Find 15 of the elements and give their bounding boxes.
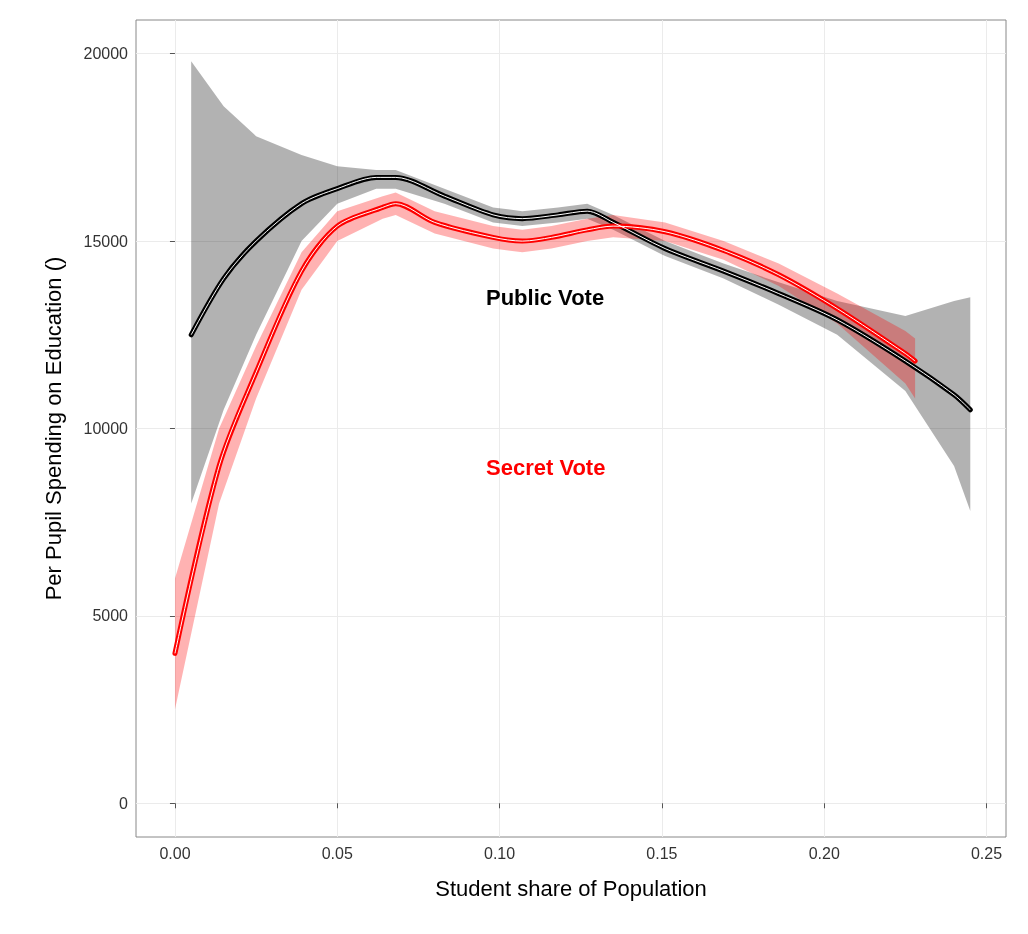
y-axis-title: Per Pupil Spending on Education () xyxy=(40,256,66,601)
x-axis-title: Student share of Population xyxy=(435,875,707,901)
x-tick-label: 0.15 xyxy=(646,844,678,862)
text: Public Vote xyxy=(486,284,605,310)
y-tick-label: 20000 xyxy=(83,45,129,63)
y-tick-label: 0 xyxy=(119,794,129,812)
x-tick-label: 0.05 xyxy=(321,844,353,862)
y-tick-label: 15000 xyxy=(83,232,129,250)
y-tick-label: 10000 xyxy=(83,420,129,437)
text: Secret Vote xyxy=(486,454,606,480)
x-tick-label: 0.00 xyxy=(159,844,191,862)
x-tick-label: 0.10 xyxy=(484,844,516,862)
x-tick-label: 0.20 xyxy=(808,844,840,862)
y-tick-label: 5000 xyxy=(92,607,129,625)
x-tick-label: 0.25 xyxy=(970,844,1003,862)
